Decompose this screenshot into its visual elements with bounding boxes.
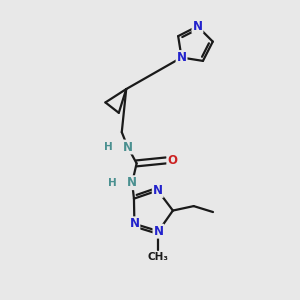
- Text: N: N: [154, 225, 164, 238]
- Text: N: N: [177, 51, 187, 64]
- Text: N: N: [127, 176, 137, 189]
- Text: N: N: [123, 140, 133, 154]
- Text: N: N: [129, 217, 140, 230]
- Text: O: O: [167, 154, 177, 167]
- Text: H: H: [104, 142, 113, 152]
- Text: N: N: [193, 20, 202, 33]
- Text: N: N: [153, 184, 163, 197]
- Text: H: H: [109, 178, 117, 188]
- Text: CH₃: CH₃: [148, 252, 169, 262]
